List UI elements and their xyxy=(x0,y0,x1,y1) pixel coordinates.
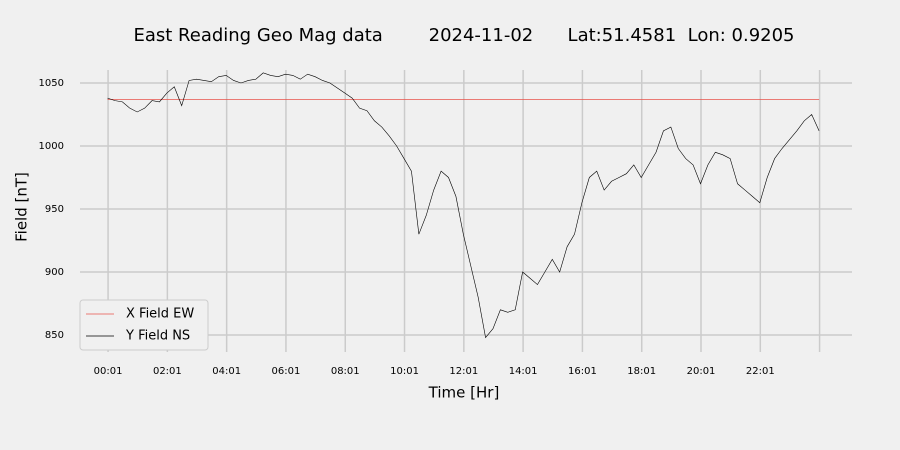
x-axis-label: Time [Hr] xyxy=(428,384,500,402)
x-tick-label: 20:01 xyxy=(687,366,716,377)
y-tick-label: 1000 xyxy=(39,141,64,152)
y-tick-label: 850 xyxy=(45,330,64,341)
y-tick-label: 1050 xyxy=(39,78,64,89)
x-tick-label: 16:01 xyxy=(568,366,597,377)
y-axis-label: Field [nT] xyxy=(13,172,31,242)
x-tick-label: 06:01 xyxy=(272,366,301,377)
legend-label: Y Field NS xyxy=(125,329,190,344)
x-tick-label: 12:01 xyxy=(449,366,478,377)
x-tick-label: 14:01 xyxy=(509,366,538,377)
chart-title: East Reading Geo Mag data 2024-11-02 Lat… xyxy=(133,25,794,46)
y-tick-label: 900 xyxy=(45,267,64,278)
x-tick-label: 02:01 xyxy=(153,366,182,377)
x-tick-label: 08:01 xyxy=(331,366,360,377)
data-line xyxy=(107,72,820,339)
y-tick-label: 950 xyxy=(45,204,64,215)
x-tick-label: 18:01 xyxy=(627,366,656,377)
x-tick-label: 00:01 xyxy=(94,366,123,377)
x-tick-label: 04:01 xyxy=(212,366,241,377)
legend: X Field EW Y Field NS xyxy=(79,299,209,351)
x-tick-label: 10:01 xyxy=(390,366,419,377)
legend-label: X Field EW xyxy=(126,307,194,322)
x-tick-label: 22:01 xyxy=(746,366,775,377)
legend-box xyxy=(79,299,209,351)
